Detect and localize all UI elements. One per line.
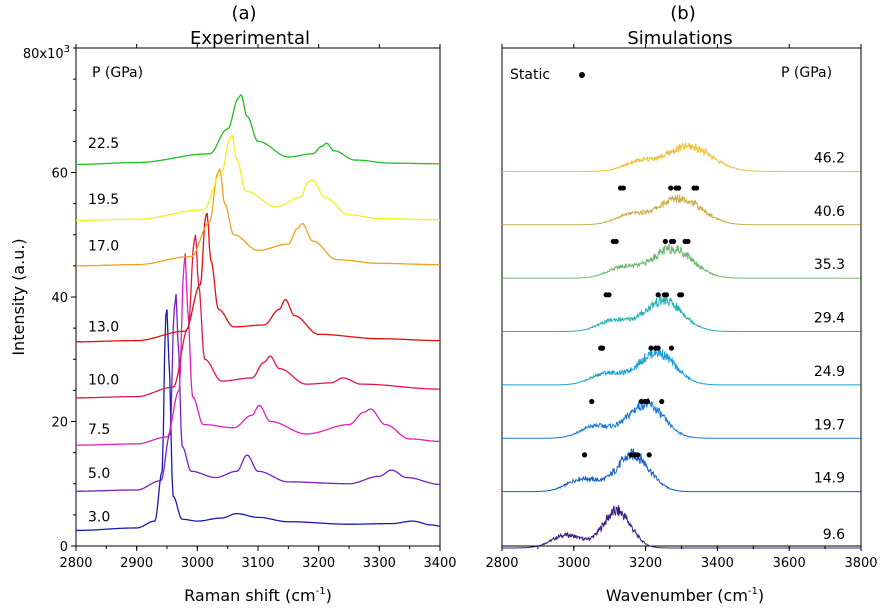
series-line-17.0 (75, 167, 440, 267)
panel-b-x-ticks: 2800 3000 3200 3400 3600 3800 (485, 44, 878, 571)
series-line-7.5 (76, 253, 441, 446)
x-tick-label: 3200 (302, 556, 335, 571)
static-peak-dot (663, 292, 670, 298)
static-peak-dot (668, 345, 675, 351)
x-tick-label: 3000 (557, 556, 590, 571)
x-tick-label: 3600 (773, 556, 806, 571)
panel-a-series: 3.0 5.0 7.5 10.0 13.0 17.0 19.5 22.5 (75, 93, 441, 532)
static-peak-dot (635, 452, 641, 458)
sim-series-label-46.2: 46.2 (814, 150, 845, 166)
y-tick-label: 60 (51, 167, 68, 182)
panel-a-label: (a) (231, 3, 256, 24)
panel-a-y-ticks: 0 20 40 60 (51, 47, 76, 555)
sim-series-line-19.7 (502, 397, 861, 439)
sim-series-line-14.9 (502, 448, 861, 493)
series-line-10.0 (75, 234, 440, 399)
sim-series-label-14.9: 14.9 (814, 471, 845, 487)
sim-series-label-24.9: 24.9 (814, 364, 845, 380)
y-tick-label: 40 (51, 291, 68, 306)
sim-series-line-35.3 (502, 243, 861, 279)
series-line-13.0 (76, 212, 441, 343)
sim-series-label-9.6: 9.6 (823, 527, 845, 543)
static-peak-dot (606, 292, 612, 298)
x-tick-label: 3200 (629, 556, 662, 571)
static-peak-dot (620, 185, 626, 191)
static-peak-dot (678, 292, 685, 298)
sim-series-line-46.2 (502, 142, 861, 172)
static-peak-dot (613, 238, 619, 245)
x-tick-label: 2900 (120, 556, 153, 571)
series-label-22.5: 22.5 (88, 136, 119, 152)
panel-b-series: 9.6 14.9 19.7 24.9 29.4 35.3 40.6 46.2 (502, 142, 861, 549)
x-tick-label: 3000 (181, 556, 214, 571)
x-tick-label: 3400 (423, 556, 456, 571)
y-tick-label-top: 80x103 (23, 44, 70, 62)
static-peak-dot (655, 292, 661, 298)
panel-a-legend-header: P (GPa) (92, 65, 143, 81)
series-line-22.5 (76, 93, 441, 166)
x-tick-label: 3100 (241, 556, 274, 571)
static-peak-dot (693, 185, 700, 191)
series-line-5.0 (76, 293, 441, 492)
static-peak-dot (685, 238, 691, 245)
x-tick-label: 2800 (485, 556, 518, 571)
panel-a-y-top-tick: 80x103 (23, 44, 70, 62)
panel-a-y-label: Intensity (a.u.) (9, 238, 28, 355)
static-peak-dot (644, 398, 650, 405)
static-peak-dot (662, 238, 668, 245)
panel-b-static-label: Static (510, 67, 550, 83)
static-peak-dot (646, 452, 652, 458)
panel-a-x-ticks: 2800 2900 3000 3100 3200 3300 3400 (59, 44, 457, 571)
static-peak-dot (599, 345, 606, 351)
series-line-19.5 (76, 133, 440, 222)
panel-b-x-label: Wavenumber (cm-1) (606, 586, 764, 605)
series-label-13.0: 13.0 (88, 319, 119, 335)
sim-series-label-19.7: 19.7 (814, 417, 845, 433)
x-tick-label: 3400 (701, 556, 734, 571)
y-tick-label: 20 (51, 416, 68, 431)
panel-a-x-label: Raman shift (cm-1) (184, 586, 332, 605)
static-peak-dot (659, 398, 665, 405)
panel-b-title: Simulations (627, 28, 732, 49)
sim-series-line-29.4 (502, 294, 861, 333)
panel-b: (b) Simulations 9.6 14.9 19.7 24.9 29.4 35.3 4… (485, 3, 877, 605)
static-peak-dot (668, 185, 674, 191)
sim-series-line-24.9 (502, 347, 861, 386)
static-peak-dot (628, 452, 634, 458)
sim-series-label-35.3: 35.3 (814, 257, 845, 273)
static-peak-dot (581, 452, 588, 458)
static-peak-dot (671, 238, 677, 245)
panel-a-title: Experimental (190, 28, 310, 49)
y-tick-label: 0 (60, 540, 68, 555)
panel-a: (a) Experimental 3.0 5.0 7.5 10.0 13.0 17.0 19… (9, 3, 457, 605)
sim-series-line-40.6 (502, 194, 861, 226)
series-label-3.0: 3.0 (88, 509, 110, 525)
static-peak-dot (638, 398, 644, 405)
series-label-17.0: 17.0 (88, 239, 119, 255)
sim-series-label-29.4: 29.4 (814, 311, 845, 327)
x-tick-label: 3800 (844, 556, 877, 571)
static-peak-dot (655, 345, 661, 351)
static-peak-dot (648, 345, 654, 351)
series-label-7.5: 7.5 (88, 422, 110, 438)
sim-series-line-9.6 (502, 505, 861, 549)
static-legend-dot (579, 72, 585, 78)
sim-series-label-40.6: 40.6 (814, 204, 845, 220)
x-tick-label: 2800 (59, 556, 92, 571)
series-label-5.0: 5.0 (88, 466, 110, 482)
panel-b-label: (b) (670, 3, 695, 24)
series-label-19.5: 19.5 (88, 192, 119, 208)
x-tick-label: 3300 (363, 556, 396, 571)
panel-b-legend-header: P (GPa) (781, 65, 832, 81)
series-label-10.0: 10.0 (88, 372, 119, 388)
series-line-3.0 (76, 309, 441, 532)
static-peak-dot (589, 398, 595, 405)
static-peak-dot (676, 185, 682, 191)
